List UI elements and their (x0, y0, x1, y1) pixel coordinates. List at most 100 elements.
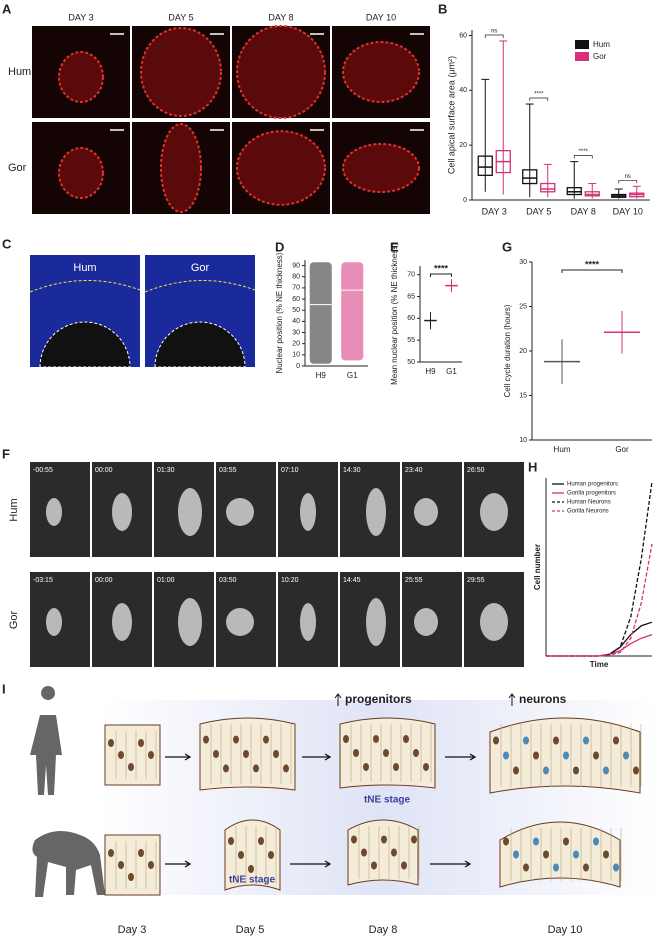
nucleus (603, 766, 609, 775)
nucleus (118, 751, 124, 759)
stage-label: progenitors (345, 692, 412, 706)
sig-label: **** (579, 149, 589, 155)
cell (178, 598, 202, 646)
nucleus (401, 861, 407, 870)
timestamp: 00:00 (95, 577, 113, 584)
nucleus (633, 766, 639, 775)
nucleus (573, 766, 579, 775)
row-label: Gor (8, 162, 27, 174)
nucleus (243, 750, 249, 758)
timestamp: 07:10 (281, 467, 299, 474)
y-tick-label: 90 (292, 262, 300, 269)
nucleus (118, 861, 124, 869)
nucleus (343, 735, 349, 743)
nucleus (603, 850, 609, 859)
y-tick-label: 20 (519, 348, 527, 355)
nucleus (613, 736, 619, 745)
x-tick-label: Hum (554, 445, 571, 454)
nucleus (148, 861, 154, 869)
x-tick-label: Gor (615, 445, 629, 454)
sig-bracket (618, 179, 638, 184)
series-line (546, 621, 653, 657)
arrow (430, 860, 472, 868)
tissue (58, 51, 104, 103)
human-silhouette (30, 686, 62, 795)
tissue (342, 41, 420, 103)
y-axis-title: Nuclear position (% NE thickness) (275, 252, 284, 373)
nucleus (513, 766, 519, 775)
x-tick-label: DAY 10 (613, 206, 643, 216)
y-tick-label: 50 (292, 307, 300, 314)
nucleus (383, 749, 389, 757)
nucleus (273, 750, 279, 758)
apical-edge (144, 279, 256, 293)
image-title: Gor (191, 262, 210, 274)
nucleus (583, 863, 589, 872)
nucleus (543, 850, 549, 859)
y-axis-title: Cell apical surface area (μm²) (446, 56, 456, 174)
day-label: Day 5 (236, 924, 265, 936)
legend-swatch (575, 40, 589, 49)
y-tick-label: 50 (407, 359, 415, 366)
arrow-up (334, 693, 342, 706)
sig-label: ns (625, 174, 631, 180)
nucleus (373, 735, 379, 743)
tissue (499, 821, 621, 888)
timestamp: 03:50 (219, 577, 237, 584)
timestamp: 01:30 (157, 467, 175, 474)
day-label: Day 8 (369, 924, 398, 936)
cell (46, 498, 62, 526)
y-axis-title: Cell cycle duration (hours) (503, 304, 512, 397)
y-tick-label: 15 (519, 392, 527, 399)
cell (414, 498, 438, 526)
x-tick-label: DAY 8 (571, 206, 596, 216)
nucleus (533, 751, 539, 760)
nucleus (351, 835, 357, 844)
tne-label: tNE stage (229, 875, 276, 886)
nucleus (523, 736, 529, 745)
panel-label: E (390, 239, 399, 254)
cell (112, 603, 132, 641)
timestamp: 03:55 (219, 467, 237, 474)
nucleus (263, 735, 269, 744)
nucleus (268, 851, 274, 859)
cell (414, 608, 438, 636)
nucleus (513, 850, 519, 859)
y-tick-label: 20 (292, 341, 300, 348)
nucleus (403, 735, 409, 743)
y-tick-label: 40 (459, 87, 467, 94)
x-tick-label: G1 (347, 371, 358, 380)
timestamp: 14:30 (343, 467, 361, 474)
cell (300, 603, 316, 641)
nucleus (233, 735, 239, 744)
timestamp: 10:20 (281, 577, 299, 584)
legend-label: Human progenitors (567, 482, 618, 488)
y-tick-label: 0 (296, 363, 300, 370)
nucleus (238, 851, 244, 859)
legend-swatch (575, 52, 589, 61)
y-tick-label: 30 (519, 259, 527, 266)
arrow (165, 753, 192, 761)
tne-label: tNE stage (364, 795, 411, 806)
arrow (302, 753, 332, 761)
panel-label: D (275, 239, 284, 254)
x-tick-label: H9 (425, 367, 436, 376)
nucleus (563, 837, 569, 846)
nucleus (138, 849, 144, 857)
nucleus (413, 749, 419, 757)
nucleus (623, 751, 629, 760)
stage-label: neurons (519, 692, 567, 706)
legend-label: Hum (593, 40, 610, 49)
tissue (236, 130, 326, 206)
timestamp: -03:15 (33, 577, 53, 584)
nucleus (493, 736, 499, 745)
cell (300, 493, 316, 531)
sig-bracket (529, 97, 549, 102)
tissue (58, 147, 104, 199)
y-tick-label: 20 (459, 142, 467, 149)
y-axis-title: Mean nuclear position (% NE thickness) (390, 243, 399, 385)
sig-label: ns (491, 29, 497, 35)
day-label: Day 3 (118, 924, 147, 936)
cell (178, 488, 202, 536)
timestamp: 26:50 (467, 467, 485, 474)
